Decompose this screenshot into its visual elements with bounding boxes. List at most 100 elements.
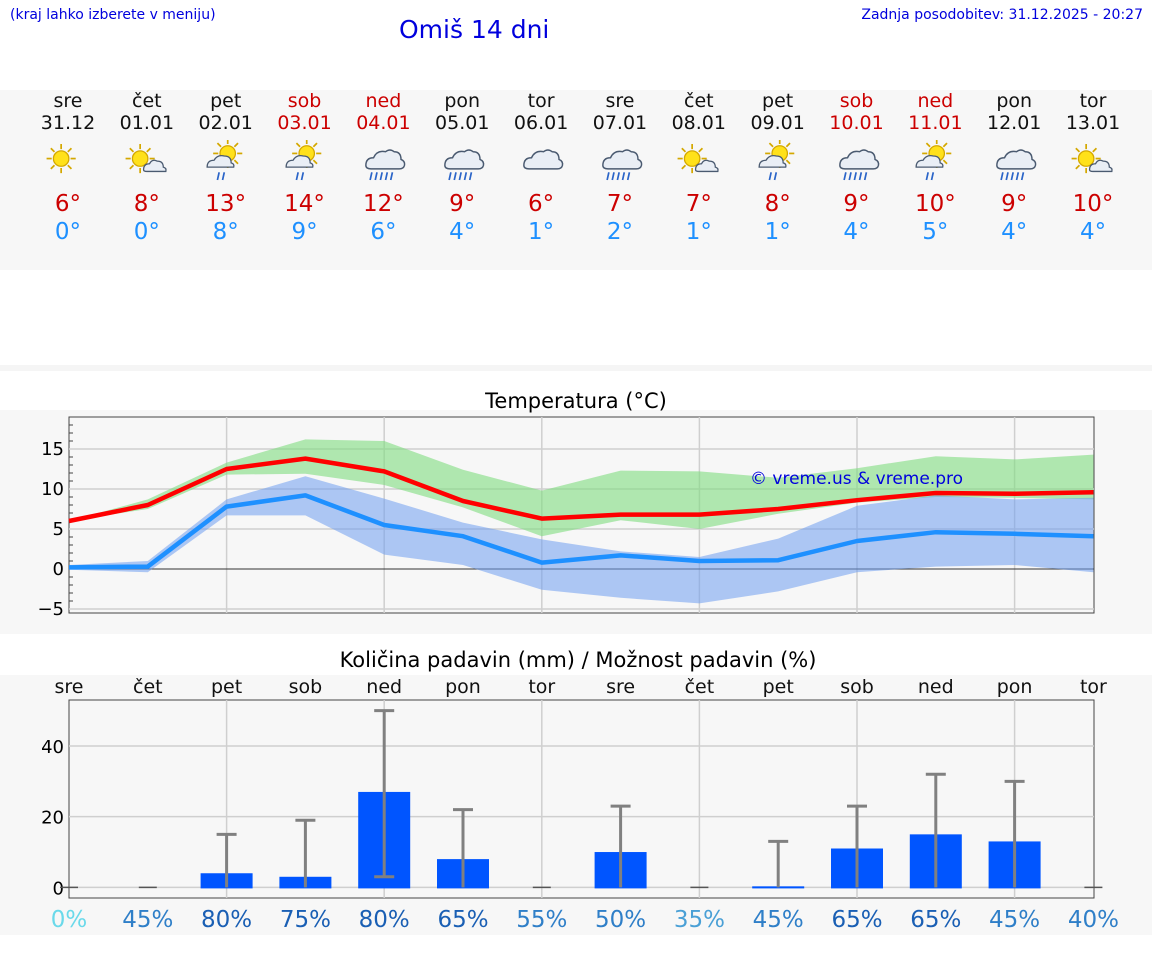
precipitation-probability: 45% bbox=[122, 907, 173, 933]
sun-cloud-rain-icon bbox=[915, 140, 952, 181]
forecast-day: pet 02.01 13° 8° bbox=[186, 90, 266, 246]
min-temperature: 4° bbox=[843, 219, 870, 245]
max-temperature: 14° bbox=[284, 191, 325, 217]
precipitation-probability: 0% bbox=[51, 907, 88, 933]
max-temperature: 10° bbox=[1072, 191, 1114, 217]
precipitation-probability: 65% bbox=[437, 907, 488, 933]
precipitation-probability: 40% bbox=[1068, 907, 1119, 933]
day-label: pet bbox=[211, 676, 242, 698]
max-temperature-line bbox=[68, 456, 1094, 524]
min-temperature: 9° bbox=[291, 219, 318, 245]
day-date: 10.01 bbox=[829, 112, 884, 134]
forecast-day: čet 08.01 7° 1° bbox=[659, 90, 739, 246]
day-date: 03.01 bbox=[277, 112, 332, 134]
day-label: sob bbox=[840, 676, 874, 698]
daily-forecast-strip: sre 31.12 6° 0° čet 01.01 8° 0° pet 02.01 13° 8° sob… bbox=[0, 90, 1152, 270]
min-temperature-line bbox=[68, 493, 1094, 570]
min-temperature: 1° bbox=[528, 219, 555, 245]
sun-cloud-icon bbox=[677, 144, 719, 174]
min-temperature: 8° bbox=[212, 219, 239, 245]
day-name: sre bbox=[605, 90, 635, 112]
y-tick-label: 15 bbox=[41, 439, 64, 460]
precipitation-probability: 80% bbox=[201, 907, 252, 933]
forecast-day: sob 10.01 9° 4° bbox=[817, 90, 897, 246]
day-date: 12.01 bbox=[986, 112, 1042, 134]
day-label: pet bbox=[763, 676, 794, 698]
precipitation-probability: 45% bbox=[753, 907, 804, 933]
max-temperature: 8° bbox=[764, 191, 791, 217]
max-temperature: 12° bbox=[363, 191, 404, 217]
max-temperature: 7° bbox=[685, 191, 712, 217]
day-date: 06.01 bbox=[513, 112, 569, 134]
cloud-icon bbox=[523, 149, 564, 170]
day-label: ned bbox=[918, 676, 954, 698]
y-tick-label: 20 bbox=[41, 808, 64, 829]
day-name: čet bbox=[132, 90, 162, 112]
day-date: 31.12 bbox=[40, 112, 96, 134]
max-temperature: 9° bbox=[843, 191, 870, 217]
chart-title: Količina padavin (mm) / Možnost padavin … bbox=[340, 648, 817, 672]
day-label: sre bbox=[55, 676, 84, 698]
day-name: tor bbox=[1079, 90, 1107, 112]
location-menu-hint: (kraj lahko izberete v meniju) bbox=[10, 7, 216, 23]
forecast-day: tor 06.01 6° 1° bbox=[501, 90, 581, 246]
day-name: sob bbox=[287, 90, 322, 112]
precipitation-probability: 35% bbox=[674, 907, 725, 933]
forecast-day: tor 13.01 10° 4° bbox=[1053, 90, 1133, 246]
min-temperature: 6° bbox=[370, 219, 397, 245]
forecast-day: pon 12.01 9° 4° bbox=[974, 90, 1054, 246]
day-label: čet bbox=[685, 676, 715, 698]
day-name: pet bbox=[210, 90, 242, 112]
day-label: tor bbox=[1080, 676, 1107, 698]
day-name: čet bbox=[684, 90, 714, 112]
min-temperature: 5° bbox=[922, 219, 949, 245]
page-title: Omiš 14 dni bbox=[399, 15, 550, 44]
max-temperature: 6° bbox=[528, 191, 555, 217]
day-label: ned bbox=[366, 676, 402, 698]
day-date: 11.01 bbox=[908, 112, 963, 134]
cloud-rain-icon bbox=[365, 149, 406, 181]
precipitation-probability: 45% bbox=[989, 907, 1040, 933]
precipitation-probability: 65% bbox=[910, 907, 961, 933]
y-tick-label: 0 bbox=[53, 559, 64, 580]
day-date: 04.01 bbox=[356, 112, 411, 134]
day-name: pon bbox=[996, 90, 1033, 112]
day-name: pon bbox=[444, 90, 481, 112]
precipitation-probability: 75% bbox=[280, 907, 331, 933]
cloud-rain-icon bbox=[996, 149, 1037, 181]
forecast-day: ned 04.01 12° 6° bbox=[343, 90, 423, 246]
day-label: pon bbox=[445, 676, 481, 698]
max-temperature: 7° bbox=[606, 191, 633, 217]
day-name: ned bbox=[917, 90, 954, 112]
max-temperature: 10° bbox=[914, 191, 956, 217]
max-temperature: 9° bbox=[1001, 191, 1028, 217]
y-tick-label: 10 bbox=[41, 479, 64, 500]
sun-cloud-icon bbox=[125, 144, 167, 174]
day-name: tor bbox=[527, 90, 555, 112]
day-label: tor bbox=[528, 676, 555, 698]
min-temperature: 0° bbox=[54, 219, 82, 245]
day-name: ned bbox=[365, 90, 402, 112]
forecast-day: čet 01.01 8° 0° bbox=[107, 90, 187, 246]
min-temperature: 4° bbox=[1001, 219, 1028, 245]
min-temperature: 1° bbox=[685, 219, 712, 245]
forecast-day: sob 03.01 14° 9° bbox=[265, 90, 345, 246]
sun-cloud-icon bbox=[1071, 144, 1113, 174]
min-temperature: 1° bbox=[764, 219, 791, 245]
min-temperature: 2° bbox=[606, 219, 633, 245]
precipitation-probability: 65% bbox=[831, 907, 882, 933]
watermark: © vreme.us & vreme.pro bbox=[750, 469, 963, 489]
min-temperature: 4° bbox=[1079, 219, 1107, 245]
last-updated: Zadnja posodobitev: 31.12.2025 - 20:27 bbox=[861, 7, 1143, 23]
day-label: pon bbox=[997, 676, 1033, 698]
sun-icon bbox=[46, 144, 76, 174]
cloud-rain-icon bbox=[444, 149, 485, 181]
forecast-day: ned 11.01 10° 5° bbox=[895, 90, 975, 246]
temperature-chart: −5 0 5 10 15 Temperatura (°C) © vreme.us & vre… bbox=[37, 389, 1095, 620]
day-label: čet bbox=[133, 676, 163, 698]
max-temperature: 6° bbox=[54, 191, 82, 217]
sun-cloud-rain-icon bbox=[285, 140, 321, 181]
day-date: 02.01 bbox=[198, 112, 253, 134]
min-temperature: 0° bbox=[133, 219, 160, 245]
day-date: 07.01 bbox=[592, 112, 648, 134]
